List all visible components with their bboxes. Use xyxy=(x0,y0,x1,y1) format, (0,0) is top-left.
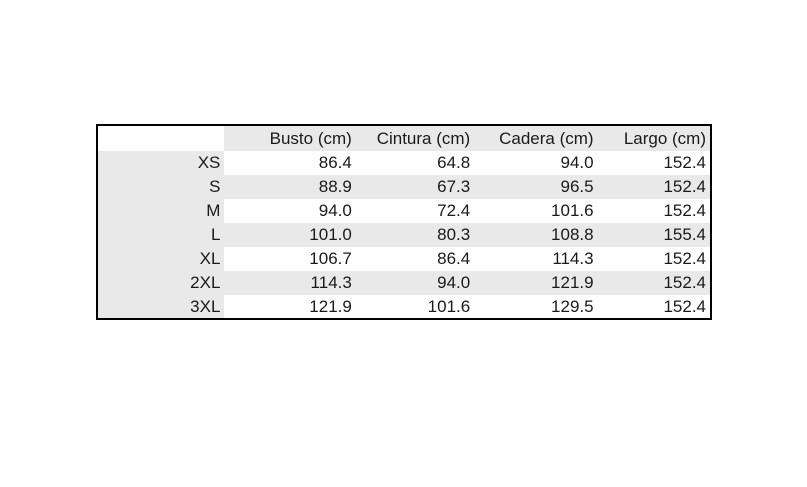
table-cell: 64.8 xyxy=(437,153,471,172)
table-cell: 152.4 xyxy=(663,249,706,268)
table-cell: 101.6 xyxy=(551,201,594,220)
row-header: XL xyxy=(97,247,225,271)
table-cell: 152.4 xyxy=(597,175,711,199)
table-cell: 121.9 xyxy=(474,271,598,295)
table-cell: 155.4 xyxy=(597,223,711,247)
table-cell: 86.4 xyxy=(437,249,471,268)
table-cell: 106.7 xyxy=(309,249,352,268)
header-row: Busto (cm) Cintura (cm) Cadera (cm) Larg… xyxy=(97,125,711,151)
table-cell: 80.3 xyxy=(355,223,475,247)
table-cell: 108.8 xyxy=(474,223,598,247)
row-header: S xyxy=(97,175,225,199)
table-cell: 72.4 xyxy=(437,201,471,220)
table-cell: 152.4 xyxy=(597,271,711,295)
row-header: M xyxy=(97,199,225,223)
column-header-cintura: Cintura (cm) xyxy=(355,125,475,151)
table-cell: 94.0 xyxy=(318,201,352,220)
corner-cell xyxy=(97,125,225,151)
table-cell: 94.0 xyxy=(560,153,594,172)
table-cell: 86.4 xyxy=(318,153,352,172)
table-row: L 101.0 80.3 108.8 155.4 xyxy=(97,223,711,247)
table-body: XS 86.4 64.8 94.0 152.4 S 88.9 67.3 96.5 152.4 M 94… xyxy=(97,151,711,319)
size-chart-table: Busto (cm) Cintura (cm) Cadera (cm) Larg… xyxy=(96,124,712,320)
column-header-cadera: Cadera (cm) xyxy=(474,125,598,151)
table-row: S 88.9 67.3 96.5 152.4 xyxy=(97,175,711,199)
column-header-busto: Busto (cm) xyxy=(224,125,356,151)
table-cell: 114.3 xyxy=(552,249,594,268)
table-cell: 67.3 xyxy=(355,175,475,199)
column-header-largo: Largo (cm) xyxy=(597,125,711,151)
table-row: XL 106.7 86.4 114.3 152.4 xyxy=(97,247,711,271)
table-cell: 88.9 xyxy=(224,175,356,199)
table-row: 2XL 114.3 94.0 121.9 152.4 xyxy=(97,271,711,295)
table-cell: 114.3 xyxy=(224,271,356,295)
table-cell: 152.4 xyxy=(663,296,706,316)
row-header: L xyxy=(97,223,225,247)
table-cell: 129.5 xyxy=(551,296,594,316)
table-cell: 94.0 xyxy=(355,271,475,295)
table-cell: 121.9 xyxy=(309,296,352,316)
table-cell: 152.4 xyxy=(663,153,706,172)
table-row: XS 86.4 64.8 94.0 152.4 xyxy=(97,151,711,175)
table-row: 3XL 121.9 101.6 129.5 152.4 xyxy=(97,295,711,319)
row-header: XS xyxy=(97,151,225,175)
row-header: 2XL xyxy=(97,271,225,295)
table-cell: 96.5 xyxy=(474,175,598,199)
table-row: M 94.0 72.4 101.6 152.4 xyxy=(97,199,711,223)
row-header: 3XL xyxy=(97,295,225,319)
table-cell: 152.4 xyxy=(663,201,706,220)
table-cell: 101.0 xyxy=(224,223,356,247)
table-cell: 101.6 xyxy=(427,296,471,316)
